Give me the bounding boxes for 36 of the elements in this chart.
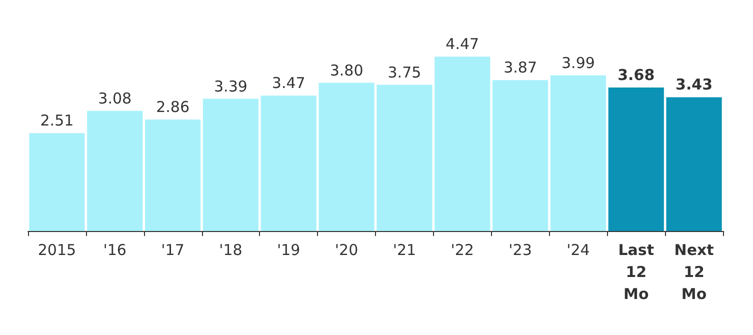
data-label: 2.51	[40, 112, 74, 130]
bar	[550, 75, 606, 231]
bar	[144, 119, 201, 231]
data-label: 3.47	[272, 74, 306, 92]
x-tick-label: '22	[450, 241, 474, 259]
x-tick-label: '16	[103, 241, 126, 259]
x-tick-label: Next 12 Mo	[674, 241, 714, 303]
bar	[202, 98, 259, 231]
data-label: 2.86	[156, 98, 190, 116]
bar	[29, 133, 85, 231]
data-label: 3.87	[504, 58, 537, 77]
data-label: 4.47	[446, 35, 480, 54]
data-label: 3.08	[98, 89, 132, 108]
data-label: 3.39	[214, 77, 248, 96]
bar	[376, 84, 432, 231]
bar	[318, 82, 374, 231]
bar	[666, 97, 722, 231]
x-tick-label: Last 12 Mo	[618, 241, 654, 303]
data-label: 3.80	[330, 61, 364, 80]
x-tick-label: '20	[334, 241, 358, 259]
data-label: 3.75	[388, 63, 422, 82]
bar	[608, 87, 664, 231]
data-label: 3.68	[618, 66, 655, 84]
bar	[492, 80, 548, 231]
x-tick-label: '19	[277, 241, 300, 259]
data-label: 3.43	[676, 76, 713, 94]
data-label: 3.99	[562, 54, 595, 72]
x-tick-label: 2015	[38, 241, 76, 259]
bar	[87, 110, 143, 231]
x-tick-label: '24	[566, 241, 590, 259]
x-tick-label: '21	[392, 241, 416, 259]
bar	[434, 56, 490, 231]
x-tick-label: '23	[508, 241, 532, 259]
bar	[260, 96, 316, 231]
x-tick-label: '18	[219, 241, 242, 259]
x-tick-label: '17	[161, 241, 184, 259]
